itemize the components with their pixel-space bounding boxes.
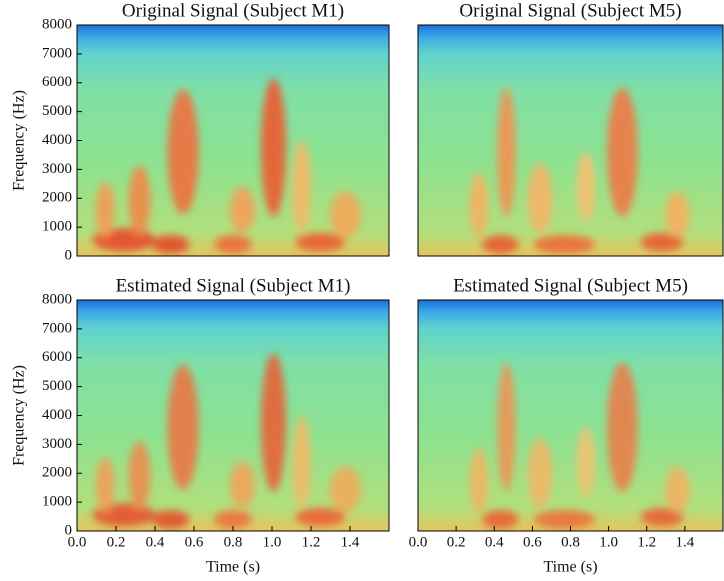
x-tick-label: 0.0 xyxy=(409,534,428,550)
y-tick-label: 1000 xyxy=(42,494,72,510)
y-axis-label: Frequency (Hz) xyxy=(11,90,28,191)
x-axis-label: Time (s) xyxy=(543,559,597,576)
x-tick-label: 1.0 xyxy=(599,534,618,550)
energy-region xyxy=(95,182,115,238)
x-tick-label: 1.4 xyxy=(341,534,360,550)
y-axis-label: Frequency (Hz) xyxy=(11,365,28,466)
energy-region xyxy=(533,510,595,529)
energy-region xyxy=(292,415,312,508)
y-tick-label: 7000 xyxy=(42,320,72,336)
energy-region xyxy=(95,457,115,513)
energy-region xyxy=(128,165,151,236)
y-tick-label: 0 xyxy=(65,522,73,538)
y-tick-label: 3000 xyxy=(42,436,72,452)
x-tick-label: 1.2 xyxy=(302,534,321,550)
energy-region xyxy=(128,440,151,511)
energy-region xyxy=(295,232,346,252)
energy-region xyxy=(482,235,519,254)
energy-region xyxy=(527,163,553,233)
energy-region xyxy=(607,362,638,492)
energy-region xyxy=(527,438,553,508)
energy-region xyxy=(167,89,199,215)
y-tick-label: 2000 xyxy=(42,465,72,481)
energy-region xyxy=(576,152,595,222)
energy-region xyxy=(295,507,346,527)
energy-region xyxy=(665,191,690,238)
energy-region xyxy=(533,235,595,254)
y-tick-label: 0 xyxy=(65,247,73,263)
y-tick-label: 6000 xyxy=(42,349,72,365)
x-tick-label: 0.4 xyxy=(146,534,165,550)
energy-region xyxy=(665,466,690,513)
panel-title: Original Signal (Subject M5) xyxy=(459,0,681,21)
panel-title: Estimated Signal (Subject M1) xyxy=(116,275,351,296)
y-tick-label: 7000 xyxy=(42,45,72,61)
x-tick-label: 0.2 xyxy=(447,534,466,550)
energy-region xyxy=(469,172,489,238)
x-tick-label: 1.0 xyxy=(263,534,282,550)
x-tick-label: 0.2 xyxy=(107,534,126,550)
energy-region xyxy=(640,232,684,252)
y-tick-label: 8000 xyxy=(42,291,72,307)
spectrogram-texture xyxy=(469,362,690,529)
x-tick-label: 0.0 xyxy=(68,534,87,550)
spectrogram-texture xyxy=(92,78,361,254)
x-tick-label: 0.8 xyxy=(561,534,580,550)
panel-title: Estimated Signal (Subject M5) xyxy=(453,275,688,296)
energy-region xyxy=(329,466,361,513)
energy-region xyxy=(640,507,684,527)
energy-region xyxy=(497,362,516,492)
energy-region xyxy=(261,78,287,217)
energy-region xyxy=(576,427,595,497)
y-tick-label: 4000 xyxy=(42,407,72,423)
energy-region xyxy=(229,186,255,233)
energy-region xyxy=(229,461,255,508)
x-tick-label: 1.4 xyxy=(676,534,695,550)
y-tick-label: 4000 xyxy=(42,132,72,148)
x-axis-label: Time (s) xyxy=(206,559,260,576)
energy-region xyxy=(167,364,199,490)
plot-frame xyxy=(417,24,724,257)
energy-region xyxy=(292,140,312,233)
x-tick-label: 0.6 xyxy=(185,534,204,550)
energy-region xyxy=(329,191,361,238)
x-tick-label: 1.2 xyxy=(637,534,656,550)
x-tick-label: 0.4 xyxy=(485,534,504,550)
energy-region xyxy=(151,235,190,254)
energy-region xyxy=(497,87,516,217)
y-tick-label: 5000 xyxy=(42,103,72,119)
y-tick-label: 6000 xyxy=(42,74,72,90)
energy-region xyxy=(214,235,252,254)
spectrogram-texture xyxy=(92,353,361,529)
y-tick-label: 2000 xyxy=(42,190,72,206)
energy-region xyxy=(469,447,489,513)
y-tick-label: 5000 xyxy=(42,378,72,394)
energy-region xyxy=(261,353,287,492)
panel-title: Original Signal (Subject M1) xyxy=(122,0,344,21)
y-tick-label: 8000 xyxy=(42,16,72,32)
x-tick-label: 0.6 xyxy=(523,534,542,550)
y-tick-label: 3000 xyxy=(42,161,72,177)
y-tick-label: 1000 xyxy=(42,219,72,235)
spectrogram-texture xyxy=(469,87,690,254)
energy-region xyxy=(214,510,252,529)
x-tick-label: 0.8 xyxy=(224,534,243,550)
energy-region xyxy=(607,87,638,217)
energy-region xyxy=(151,510,190,529)
energy-region xyxy=(482,510,519,529)
